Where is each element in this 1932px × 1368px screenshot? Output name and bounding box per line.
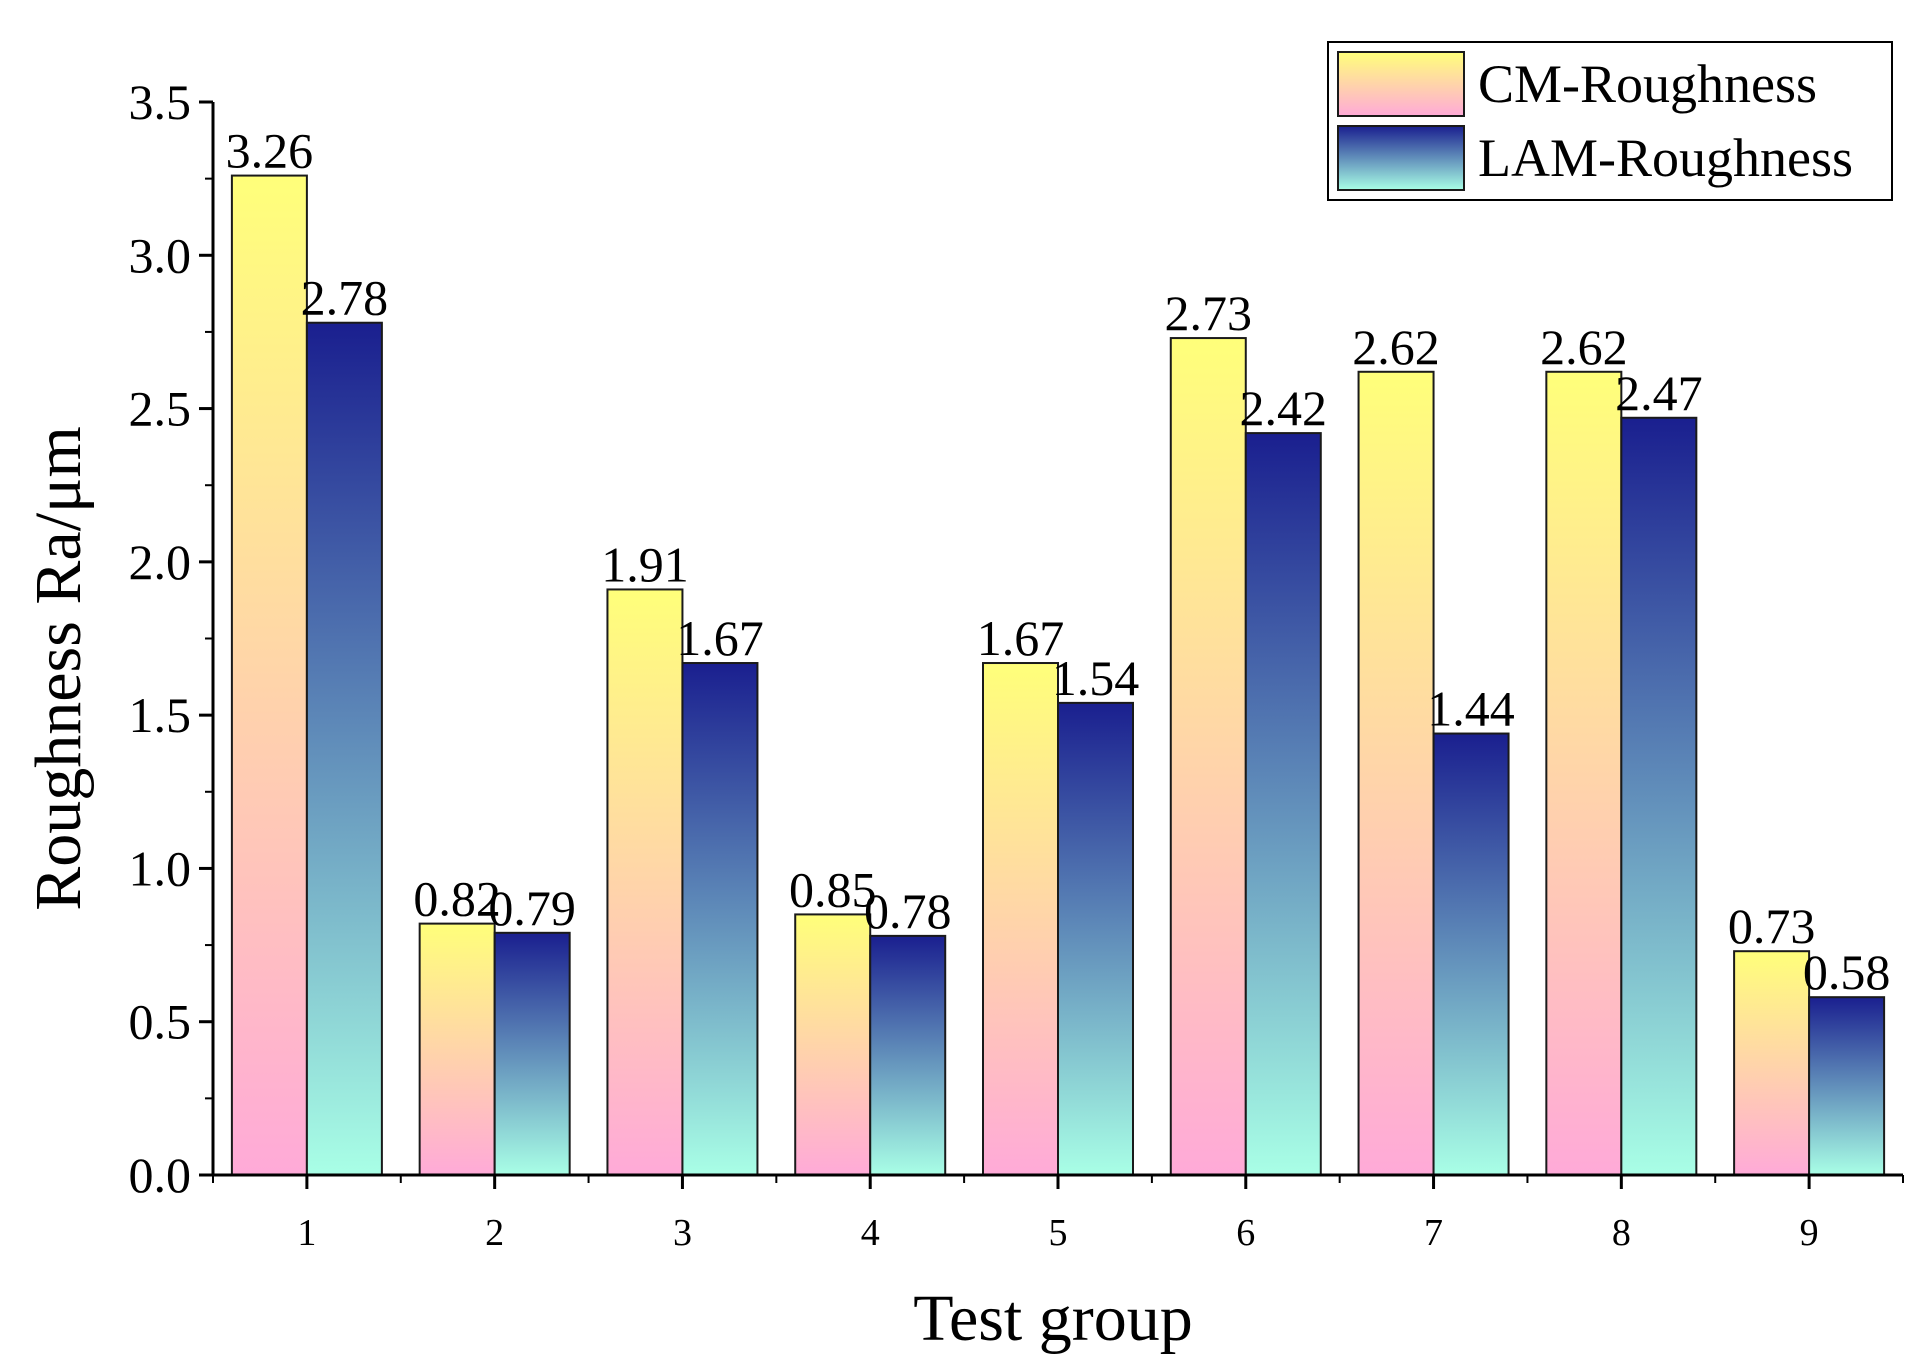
bar-lam-group-1 [305, 321, 383, 1176]
bar-cm-group-6 [1169, 337, 1247, 1176]
bar-lam-group-9 [1808, 996, 1886, 1177]
legend-label-lam-roughness: LAM-Roughness [1478, 128, 1853, 188]
bar-cm-group-5 [982, 662, 1059, 1176]
y-tick-label-0.5: 0.5 [129, 994, 192, 1050]
data-label-cm-group-7: 2.62 [1352, 319, 1440, 375]
bar-cm-group-8 [1545, 370, 1623, 1177]
data-label-cm-group-2: 0.82 [413, 871, 501, 927]
bar-lam-group-2 [493, 931, 571, 1177]
legend-swatch-lam-roughness [1337, 125, 1465, 191]
y-tick-label-1.0: 1.0 [129, 840, 192, 896]
y-tick-label-3.5: 3.5 [129, 74, 192, 130]
data-label-lam-group-4: 0.78 [864, 883, 952, 939]
data-label-lam-group-2: 0.79 [488, 880, 576, 936]
y-tick-label-1.5: 1.5 [129, 687, 192, 743]
x-tick-label-4: 4 [861, 1212, 880, 1254]
x-tick-label-6: 6 [1236, 1212, 1255, 1254]
bar-cm-group-7 [1357, 370, 1435, 1177]
bar-lam-group-5 [1057, 701, 1134, 1176]
data-label-cm-group-3: 1.91 [601, 536, 689, 592]
legend-swatch-cm-roughness [1337, 51, 1465, 117]
data-label-lam-group-3: 1.67 [676, 610, 764, 666]
data-label-cm-group-6: 2.73 [1165, 285, 1253, 341]
y-axis-title: Roughness Ra/μm [22, 426, 95, 911]
bar-cm-group-2 [418, 922, 496, 1177]
y-tick-label-3.0: 3.0 [129, 227, 192, 283]
data-labels-layer: 3.262.780.820.791.911.670.850.781.671.54… [226, 123, 1891, 1001]
x-tick-label-2: 2 [485, 1212, 504, 1254]
bar-cm-group-4 [794, 913, 872, 1177]
data-label-lam-group-1: 2.78 [301, 270, 389, 326]
bar-cm-group-1 [230, 174, 308, 1176]
bar-lam-group-8 [1620, 416, 1698, 1177]
data-label-lam-group-6: 2.42 [1240, 380, 1328, 436]
x-tick-label-7: 7 [1424, 1212, 1443, 1254]
x-tick-label-3: 3 [673, 1212, 692, 1254]
legend: CM-Roughness LAM-Roughness [1327, 41, 1893, 201]
bar-cm-group-3 [606, 588, 684, 1176]
bars-layer [230, 174, 1886, 1177]
data-label-lam-group-9: 0.58 [1803, 944, 1891, 1000]
x-axis-title: Test group [913, 1282, 1193, 1355]
bar-lam-group-4 [869, 934, 947, 1176]
data-label-lam-group-7: 1.44 [1427, 681, 1515, 737]
data-label-lam-group-8: 2.47 [1615, 365, 1703, 421]
y-tick-label-2.5: 2.5 [129, 381, 192, 437]
y-tick-label-0.0: 0.0 [129, 1147, 192, 1203]
bar-lam-group-7 [1432, 732, 1510, 1177]
bar-cm-group-9 [1733, 950, 1811, 1177]
data-label-cm-group-9: 0.73 [1728, 898, 1816, 954]
x-tick-label-9: 9 [1800, 1212, 1819, 1254]
data-label-cm-group-8: 2.62 [1540, 319, 1628, 375]
x-tick-label-1: 1 [297, 1212, 316, 1254]
bar-lam-group-6 [1244, 432, 1322, 1176]
y-tick-label-2.0: 2.0 [129, 534, 192, 590]
data-label-cm-group-5: 1.67 [977, 610, 1065, 666]
data-label-cm-group-1: 3.26 [226, 123, 314, 179]
x-tick-label-5: 5 [1049, 1212, 1068, 1254]
legend-label-cm-roughness: CM-Roughness [1478, 54, 1817, 114]
data-label-cm-group-4: 0.85 [789, 861, 877, 917]
x-tick-label-8: 8 [1612, 1212, 1631, 1254]
data-label-lam-group-5: 1.54 [1052, 650, 1140, 706]
bar-lam-group-3 [681, 662, 759, 1176]
axes-layer: 0.0 0.5 1.0 1.5 2.0 2.5 3.0 3.5 1 2 3 4 5 6 7 8 9 [129, 74, 1904, 1254]
